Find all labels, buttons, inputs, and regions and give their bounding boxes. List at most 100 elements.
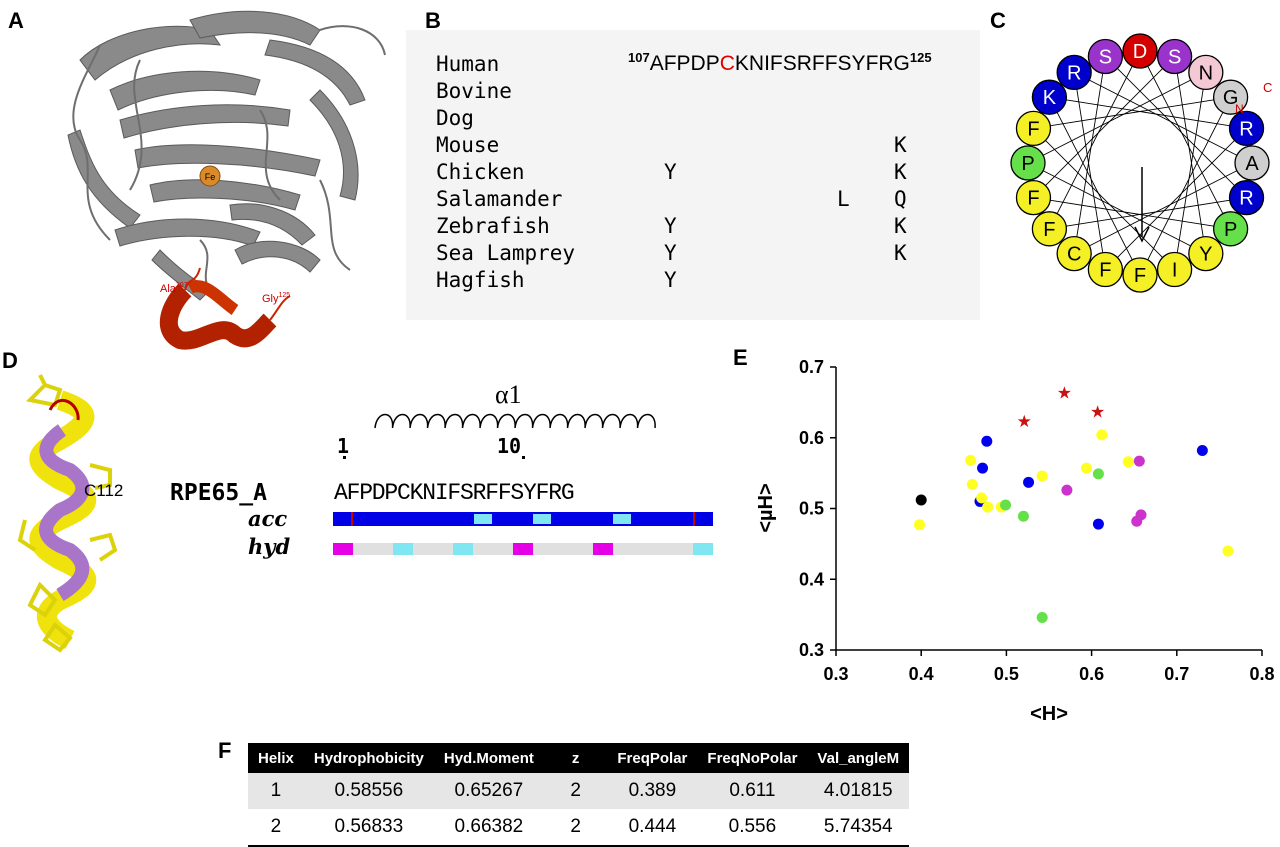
wheel-residue-circle [1015,179,1052,216]
table-cell: 0.611 [697,773,808,809]
salamander-substitution-2: Q [894,187,907,211]
scatter-point [1122,456,1134,468]
wheel-residue-circle [1056,54,1092,91]
x-tick-label: 0.7 [1164,664,1189,684]
n-terminus-label: N [1235,102,1244,116]
species-human: Human [436,52,500,76]
x-tick-label: 0.3 [823,664,848,684]
wheel-residue-circle [1087,251,1124,288]
panel-label-e: E [733,345,748,370]
helix-parameter-table-panel: Helix Hydrophobicity Hyd.Moment z FreqPo… [210,735,1050,847]
chicken-substitution-2: K [894,160,907,184]
wheel-residue-label: I [1172,260,1178,282]
header-val-anglem: Val_angleM [807,743,910,773]
wheel-residue-label: P [1021,153,1034,175]
species-mouse: Mouse [436,133,500,157]
x-tick-label: 0.4 [909,664,934,684]
table-cell: 5.74354 [807,809,910,847]
wheel-residue-circle [1031,211,1068,247]
y-tick-label: 0.4 [799,569,824,589]
alpha-helix-symbol [374,413,656,429]
ruler-1: 1 [337,434,350,458]
y-tick-label: 0.7 [799,357,824,377]
panel-label-b: B [425,8,441,33]
sequence-text: AFPDPCKNIFSRFFSYFRG [334,480,575,506]
species-bovine: Bovine [436,79,512,103]
scatter-point [913,519,925,531]
x-axis-label: <H> [1030,703,1068,725]
lamprey-substitution-2: K [894,241,907,265]
table-cell: 2 [248,809,304,847]
wheel-residue-label: F [1134,265,1146,287]
iron-atom-icon [199,165,221,187]
wheel-residue-label: D [1133,41,1147,63]
scatter-point [915,494,927,506]
wheel-residue-circle [1031,79,1068,115]
wheel-residue-label: C [1067,244,1081,266]
table-header-row: Helix Hydrophobicity Hyd.Moment z FreqPo… [248,743,910,773]
wheel-residue-circle [1188,235,1224,272]
wheel-residue-circle [1234,145,1270,181]
species-hagfish: Hagfish [436,268,525,292]
wheel-residue-circle [1156,251,1193,288]
table-row: 2 0.56833 0.66382 2 0.444 0.556 5.74354 [248,809,910,847]
y-tick-label: 0.3 [799,640,824,660]
table-cell: 0.66382 [433,809,544,847]
table-cell: 0.556 [697,809,808,847]
table-cell: 0.389 [607,773,698,809]
acc-bar [333,512,713,526]
species-dog: Dog [436,106,474,130]
helix-label: α1 [495,380,522,409]
helix-parameter-table: Helix Hydrophobicity Hyd.Moment z FreqPo… [248,743,910,847]
species-salamander: Salamander [436,187,563,211]
wheel-chords [1027,50,1253,276]
scatter-star-point: ★ [1057,383,1072,403]
species-chicken: Chicken [436,160,525,184]
wheel-residue-label: F [1043,219,1055,241]
scatter-point [982,501,994,513]
y-tick-label: 0.5 [799,499,824,519]
scatter-point [1061,484,1073,496]
ala107-label: Ala107 [160,282,188,295]
sequence-alignment-panel: Human Bovine Dog Mouse Chicken Salamande… [406,30,980,320]
scatter-point [1036,611,1048,623]
wheel-residue-label: R [1239,118,1253,140]
protein-ribbon-illustration: Fe Ala107 Gly125 [67,10,386,350]
scatter-point [1023,476,1035,488]
scatter-plot-panel: 0.3 0.4 0.5 0.6 0.7 0.8 0.3 0.4 0.5 0.6 0.7 ★ ★ ★ <H… [730,340,1280,730]
wheel-residue-circle [1228,110,1265,147]
wheel-residue-label: F [1027,118,1039,140]
scatter-point [965,454,977,466]
wheel-residue-label: S [1099,46,1112,68]
salamander-substitution-1: L [837,187,850,211]
lamprey-substitution-1: Y [664,241,677,265]
wheel-residue-label: Y [1199,244,1212,266]
helix-cartoon: C112 [17,374,123,653]
hyd-bar [333,543,713,555]
scatter-point [977,462,989,474]
ruler-dot-10 [522,456,525,459]
x-tick-label: 0.5 [994,664,1019,684]
table-cell: 4.01815 [807,773,910,809]
scatter-point [1017,510,1029,522]
wheel-residue-label: R [1239,188,1253,210]
wheel-residue-label: G [1223,87,1239,109]
table-cell: 0.444 [607,809,698,847]
wheel-residue-label: A [1245,153,1259,175]
wheel-residue-circle [1087,38,1124,75]
scatter-point [1092,518,1104,530]
y-axis-label: <µH> [755,483,777,532]
wheel-residue-circle [1122,33,1158,69]
table-cell: 0.58556 [303,773,434,809]
panel-label-f: F [218,738,232,763]
header-hydrophobicity: Hydrophobicity [303,743,434,773]
protein-structure-panel: Fe Ala107 Gly125 [20,0,390,350]
ruler-10: 10 [497,434,522,458]
table-cell: 0.65267 [433,773,544,809]
x-tick-label: 0.6 [1079,664,1104,684]
wheel-residue-label: R [1067,62,1081,84]
y-tick-label: 0.6 [799,428,824,448]
scatter-point [981,435,993,447]
